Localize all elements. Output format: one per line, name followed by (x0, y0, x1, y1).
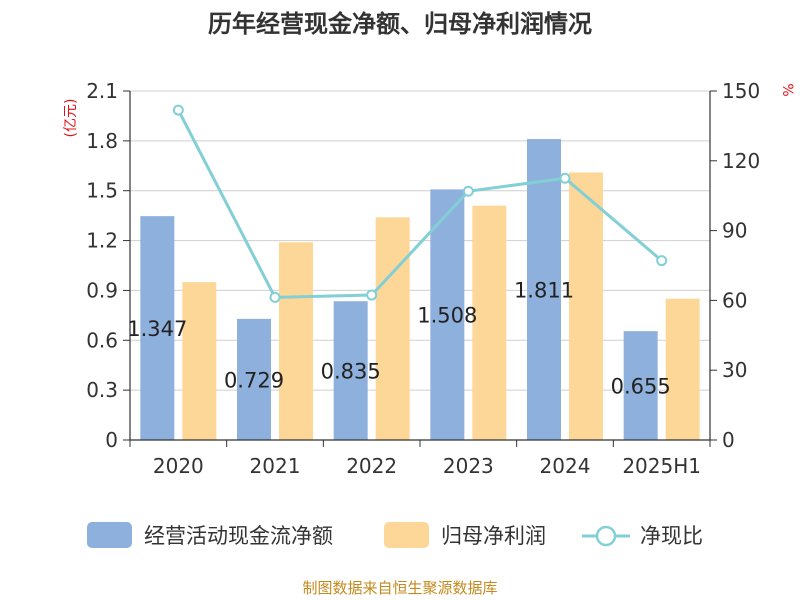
y-left-unit-label: (亿元) (63, 99, 79, 138)
cashflow-bar (430, 189, 465, 440)
cashflow-bar (623, 331, 658, 440)
cashflow-value-label: 1.347 (127, 317, 187, 341)
x-tick-label: 2020 (153, 454, 204, 478)
y-left-tick-label: 1.5 (86, 179, 118, 203)
ratio-point (559, 172, 571, 184)
ratio-point (366, 289, 378, 301)
cashflow-bar (237, 318, 271, 440)
cashflow-value-label: 1.811 (514, 279, 574, 303)
y-left-tick-label: 1.8 (86, 129, 118, 153)
y-left-tick-label: 2.1 (86, 79, 118, 103)
ratio-line (177, 109, 663, 299)
line-series (172, 104, 668, 303)
ratio-point (269, 291, 281, 303)
net-profit-bar (375, 217, 410, 440)
y-left-tick-label: 0.6 (86, 328, 118, 352)
gridlines (130, 90, 710, 391)
x-tick-label: 2024 (540, 454, 591, 478)
net-profit-bar (182, 282, 217, 440)
cashflow-value-label: 0.835 (321, 360, 381, 384)
x-tick-label: 2021 (250, 454, 301, 478)
y-right-tick-label: 60 (722, 288, 747, 312)
ratio-point (172, 104, 184, 116)
data-source-note: 制图数据来自恒生聚源数据库 (302, 579, 497, 597)
legend-swatch-cashflow (87, 522, 132, 548)
legend-marker-ratio (595, 525, 617, 547)
y-left-tick-label: 0.9 (86, 278, 118, 302)
cashflow-bar (140, 216, 175, 440)
bar-series (140, 139, 700, 440)
cashflow-value-label: 1.508 (417, 304, 477, 328)
cashflow-bar (333, 301, 368, 440)
axes: 0 0.3 0.6 0.9 1.2 1.5 1.8 2.1 0 30 60 90 120 150 2020 2… (86, 79, 760, 478)
net-profit-bar (279, 242, 313, 440)
legend-label-net-profit: 归母净利润 (441, 524, 546, 548)
net-profit-bar (472, 205, 507, 440)
x-tick-label: 2022 (346, 454, 397, 478)
data-labels: 1.347 0.729 0.835 1.508 1.811 0.655 (127, 279, 670, 399)
x-tick-label: 2023 (443, 454, 494, 478)
cashflow-value-label: 0.729 (224, 368, 284, 392)
y-left-tick-label: 0.3 (86, 378, 118, 402)
cashflow-bar (527, 139, 561, 440)
y-right-tick-label: 30 (722, 358, 747, 382)
ratio-point (462, 185, 474, 197)
y-right-unit-label: % (779, 83, 795, 96)
y-right-tick-label: 90 (722, 219, 747, 243)
ratio-point (656, 255, 668, 267)
legend-swatch-net-profit (384, 522, 429, 548)
net-profit-bar (569, 172, 603, 440)
x-tick-label: 2025H1 (622, 454, 701, 478)
legend-label-ratio: 净现比 (640, 524, 703, 548)
legend: 经营活动现金流净额 归母净利润 净现比 (87, 522, 703, 548)
y-left-tick-label: 0 (105, 428, 118, 452)
y-right-tick-label: 150 (722, 79, 760, 103)
y-right-tick-label: 0 (722, 428, 735, 452)
chart-title: 历年经营现金净额、归母净利润情况 (208, 10, 592, 38)
y-left-tick-label: 1.2 (86, 229, 118, 253)
cashflow-value-label: 0.655 (611, 375, 671, 399)
net-profit-bar (665, 298, 700, 440)
legend-label-cashflow: 经营活动现金流净额 (144, 524, 333, 548)
y-right-tick-label: 120 (722, 149, 760, 173)
